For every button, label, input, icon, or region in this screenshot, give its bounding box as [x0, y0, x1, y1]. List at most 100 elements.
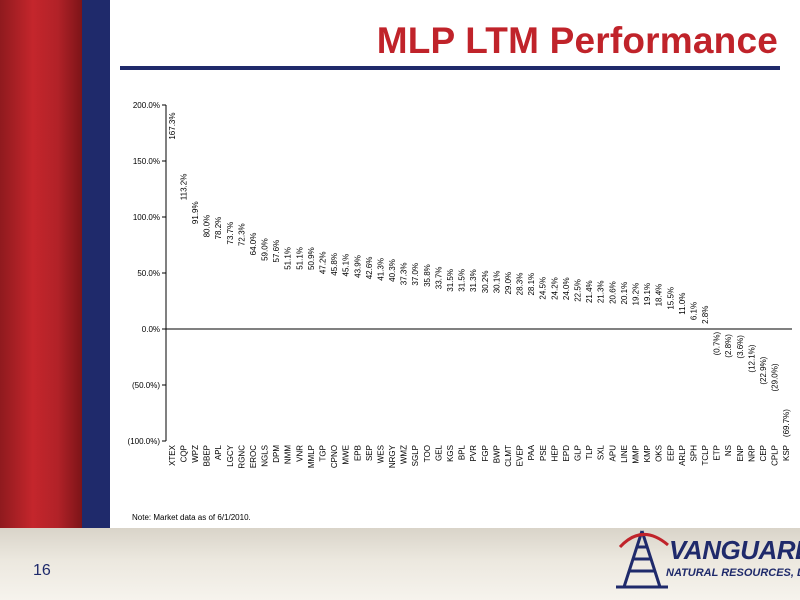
category-label: VNR [295, 445, 304, 462]
data-label: 78.2% [214, 217, 223, 240]
oil-derrick-icon [616, 530, 669, 589]
category-label: ETP [713, 445, 722, 461]
category-label: XTEX [168, 444, 177, 466]
category-label: ARLP [678, 445, 687, 466]
category-label: GLP [574, 445, 583, 461]
y-tick-label: 0.0% [142, 325, 160, 334]
logo-name: VANGUARD [669, 535, 800, 565]
data-label: 41.3% [376, 258, 385, 281]
category-label: CEP [759, 445, 768, 461]
data-label: 42.6% [365, 257, 374, 280]
category-label: BPL [458, 444, 467, 460]
data-label: 20.1% [620, 282, 629, 305]
data-label: (2.8%) [724, 334, 733, 358]
data-label: 30.2% [481, 270, 490, 293]
category-label: CPNO [330, 445, 339, 468]
data-label: 51.1% [295, 247, 304, 270]
data-label: 18.4% [655, 284, 664, 307]
data-label: 50.9% [307, 247, 316, 270]
category-label: MMLP [307, 445, 316, 468]
data-label: (3.6%) [736, 335, 745, 359]
data-label: 28.1% [527, 273, 536, 296]
category-label: KGS [446, 445, 455, 462]
category-label: WPZ [191, 445, 200, 463]
data-label: 59.0% [261, 238, 270, 261]
category-label: NRGY [388, 444, 397, 468]
data-label: 30.1% [492, 271, 501, 294]
data-label: 28.3% [516, 273, 525, 296]
category-label: TOO [423, 445, 432, 462]
category-label: NRP [747, 445, 756, 462]
data-label: 45.8% [330, 253, 339, 276]
data-label: 29.0% [504, 272, 513, 295]
category-label: NMM [284, 445, 293, 464]
category-label: SPH [689, 445, 698, 462]
category-label: WMZ [400, 445, 409, 464]
category-label: EROC [249, 445, 258, 468]
company-logo: VANGUARD NATURAL RESOURCES, LLC [612, 527, 800, 593]
category-label: MMP [632, 445, 641, 464]
data-label: (69.7%) [782, 409, 791, 437]
data-label: 45.1% [342, 254, 351, 277]
category-label: SEP [365, 445, 374, 461]
category-label: HEP [550, 445, 559, 461]
data-label: 24.5% [539, 277, 548, 300]
data-label: 21.4% [585, 280, 594, 303]
data-label: 22.5% [574, 279, 583, 302]
data-label: 40.3% [388, 259, 397, 282]
data-label: 37.3% [400, 263, 409, 286]
data-label: 72.3% [237, 223, 246, 246]
data-label: 33.7% [434, 267, 443, 290]
category-label: NGLS [261, 445, 270, 467]
data-label: 47.2% [319, 251, 328, 274]
slide-title: MLP LTM Performance [376, 20, 778, 61]
category-label: TCLP [701, 445, 710, 465]
data-label: 6.1% [689, 302, 698, 320]
market-data-note: Note: Market data as of 6/1/2010. [132, 513, 251, 522]
data-label: 2.8% [701, 306, 710, 324]
data-label: 21.3% [597, 280, 606, 303]
sidebar-red-band [0, 0, 82, 600]
data-label: 35.8% [423, 264, 432, 287]
category-label: SXL [597, 444, 606, 460]
logo-subtitle: NATURAL RESOURCES, LLC [666, 567, 800, 579]
y-tick-label: 200.0% [133, 101, 160, 110]
data-label: 24.2% [550, 277, 559, 300]
category-label: PVR [469, 445, 478, 462]
data-label: 91.9% [191, 201, 200, 224]
category-label: ENP [736, 445, 745, 461]
data-label: 80.0% [203, 215, 212, 238]
data-label: 31.5% [458, 269, 467, 292]
data-label: (29.0%) [771, 363, 780, 391]
category-label: PSE [539, 445, 548, 461]
category-label: GEL [434, 444, 443, 461]
category-label: LGCY [226, 444, 235, 466]
category-label: CQP [179, 445, 188, 462]
category-label: EVEP [516, 445, 525, 466]
category-label: APL [214, 444, 223, 460]
category-label: EPD [562, 445, 571, 462]
category-label: CPLP [771, 445, 780, 466]
data-label: 37.0% [411, 263, 420, 286]
category-label: EPB [353, 445, 362, 461]
category-label: WES [376, 445, 385, 463]
sidebar-navy-band [82, 0, 110, 600]
category-label: FGP [481, 445, 490, 461]
category-label: KSP [782, 445, 791, 461]
data-label: 73.7% [226, 222, 235, 245]
data-label: 24.0% [562, 277, 571, 300]
category-label: KMP [643, 445, 652, 462]
data-label: 51.1% [284, 247, 293, 270]
category-label: CLMT [504, 445, 513, 467]
category-label: TGP [319, 445, 328, 461]
category-label: PAA [527, 444, 536, 460]
data-label: 11.0% [678, 293, 687, 315]
data-label: 57.6% [272, 240, 281, 263]
y-tick-label: (100.0%) [128, 437, 161, 446]
data-label: 31.5% [446, 269, 455, 292]
bar-chart: 200.0% 150.0% 100.0% 50.0% 0.0% (50.0%) (100.0… [128, 101, 792, 469]
category-label: APU [608, 445, 617, 462]
data-label: 20.6% [608, 281, 617, 304]
category-label: SGLP [411, 445, 420, 466]
category-label: LINE [620, 445, 629, 463]
